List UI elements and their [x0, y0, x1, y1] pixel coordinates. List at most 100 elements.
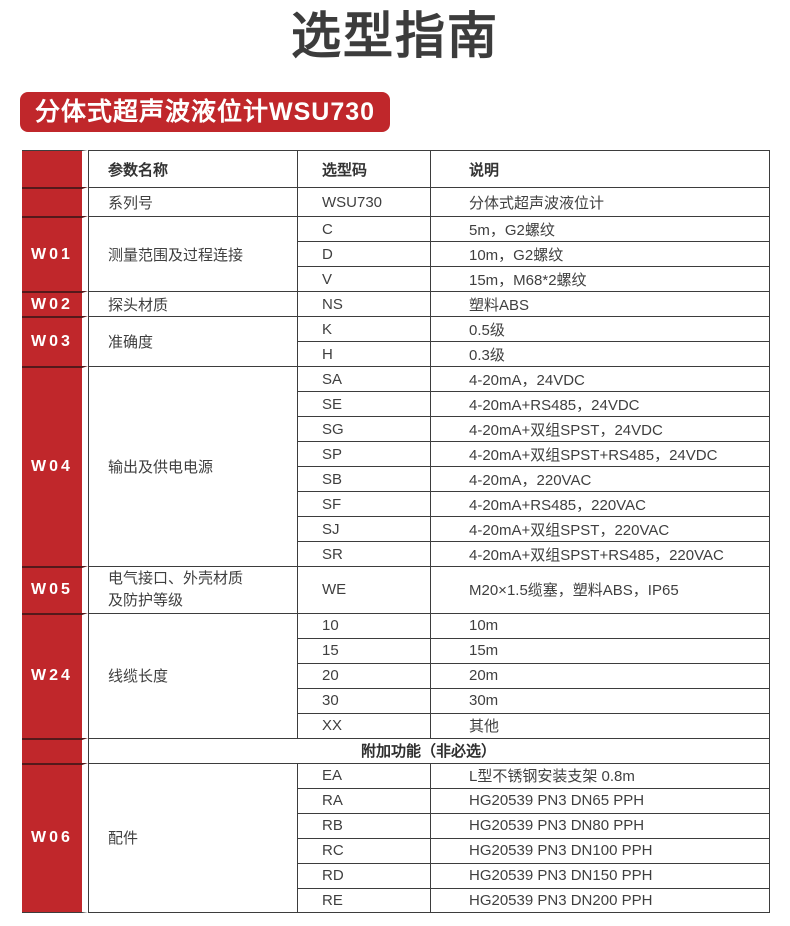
option-code-cell: D — [297, 241, 430, 266]
param-name-cell: 电气接口、外壳材质 及防护等级 — [88, 566, 297, 613]
group-code-cell: W06 — [22, 762, 88, 913]
option-code-cell: EA — [297, 762, 430, 788]
option-desc-cell: 0.5级 — [430, 316, 770, 341]
option-code-cell: 30 — [297, 687, 430, 713]
option-code-cell: RC — [297, 837, 430, 863]
param-name-cell: 测量范围及过程连接 — [88, 216, 297, 291]
table-header-row: 参数名称 选型码 说明 — [22, 150, 770, 187]
option-desc-cell: 10m — [430, 612, 770, 638]
option-code-cell: SG — [297, 416, 430, 441]
table-row: RD HG20539 PN3 DN150 PPH — [22, 862, 770, 888]
param-name-cell: 准确度 — [88, 316, 297, 366]
option-code-cell: 15 — [297, 637, 430, 663]
param-name-cell: 线缆长度 — [88, 612, 297, 738]
table-row: D 10m，G2螺纹 — [22, 241, 770, 266]
table-row: SJ 4-20mA+双组SPST，220VAC — [22, 516, 770, 541]
table-row: SE 4-20mA+RS485，24VDC — [22, 391, 770, 416]
group-code-cell — [22, 737, 88, 763]
page-title: 选型指南 — [291, 8, 499, 64]
table-row: SG 4-20mA+双组SPST，24VDC — [22, 416, 770, 441]
param-name-cell: 探头材质 — [88, 291, 297, 316]
table-row: W06 配件 EA L型不锈钢安装支架 0.8m — [22, 762, 770, 913]
table-row: RB HG20539 PN3 DN80 PPH — [22, 812, 770, 838]
table-row: 20 20m — [22, 662, 770, 688]
option-code-cell: WE — [297, 566, 430, 613]
option-code-cell: SR — [297, 541, 430, 566]
table-row: SP 4-20mA+双组SPST+RS485，24VDC — [22, 441, 770, 466]
option-desc-cell: L型不锈钢安装支架 0.8m — [430, 762, 770, 788]
option-code-cell: RA — [297, 787, 430, 813]
option-code-cell: RE — [297, 887, 430, 913]
option-desc-cell: 4-20mA+双组SPST，220VAC — [430, 516, 770, 541]
option-code-cell: RB — [297, 812, 430, 838]
table-row: RA HG20539 PN3 DN65 PPH — [22, 787, 770, 813]
addon-section-row: 附加功能（非必选） — [22, 737, 770, 763]
option-code-cell: C — [297, 216, 430, 241]
group-code-cell: W04 — [22, 366, 88, 566]
param-name-cell: 输出及供电电源 — [88, 366, 297, 566]
option-desc-cell: 20m — [430, 662, 770, 688]
banner-row: 分体式超声波液位计WSU730 — [0, 66, 790, 132]
option-desc-cell: HG20539 PN3 DN80 PPH — [430, 812, 770, 838]
option-code-cell: V — [297, 266, 430, 291]
column-header-param: 参数名称 — [88, 150, 297, 187]
table-row: V 15m，M68*2螺纹 — [22, 266, 770, 291]
option-code-cell: SJ — [297, 516, 430, 541]
option-desc-cell: 0.3级 — [430, 341, 770, 366]
option-code-cell: H — [297, 341, 430, 366]
option-code-cell: NS — [297, 291, 430, 316]
table-row: W02 探头材质 NS 塑料ABS — [22, 291, 770, 316]
addon-section-label: 附加功能（非必选） — [88, 737, 770, 763]
option-desc-cell: 5m，G2螺纹 — [430, 216, 770, 241]
option-desc-cell: HG20539 PN3 DN150 PPH — [430, 862, 770, 888]
table-row: SR 4-20mA+双组SPST+RS485，220VAC — [22, 541, 770, 566]
param-name-cell: 配件 — [88, 762, 297, 913]
option-desc-cell: 4-20mA+RS485，24VDC — [430, 391, 770, 416]
table-row: RC HG20539 PN3 DN100 PPH — [22, 837, 770, 863]
option-desc-cell: HG20539 PN3 DN200 PPH — [430, 887, 770, 913]
option-code-cell: SB — [297, 466, 430, 491]
table-row: H 0.3级 — [22, 341, 770, 366]
option-code-cell: 20 — [297, 662, 430, 688]
param-name-cell: 系列号 — [88, 187, 297, 216]
model-banner: 分体式超声波液位计WSU730 — [20, 92, 391, 132]
group-code-cell: W02 — [22, 291, 88, 316]
option-code-cell: K — [297, 316, 430, 341]
option-desc-cell: 塑料ABS — [430, 291, 770, 316]
table-row: W24 线缆长度 10 10m — [22, 612, 770, 738]
option-desc-cell: 10m，G2螺纹 — [430, 241, 770, 266]
option-desc-cell: M20×1.5缆塞，塑料ABS，IP65 — [430, 566, 770, 613]
option-desc-cell: 其他 — [430, 712, 770, 738]
option-desc-cell: 4-20mA，220VAC — [430, 466, 770, 491]
option-desc-cell: 分体式超声波液位计 — [430, 187, 770, 216]
table-row: RE HG20539 PN3 DN200 PPH — [22, 887, 770, 913]
group-code-cell — [22, 187, 88, 216]
option-desc-cell: 4-20mA+双组SPST+RS485，24VDC — [430, 441, 770, 466]
option-code-cell: SF — [297, 491, 430, 516]
option-desc-cell: HG20539 PN3 DN100 PPH — [430, 837, 770, 863]
option-code-cell: RD — [297, 862, 430, 888]
table-row: W03 准确度 K 0.5级 — [22, 316, 770, 366]
table-row: XX 其他 — [22, 712, 770, 738]
table-row: 30 30m — [22, 687, 770, 713]
table-row: 15 15m — [22, 637, 770, 663]
option-code-cell: SA — [297, 366, 430, 391]
group-code-cell: W01 — [22, 216, 88, 291]
option-code-cell: WSU730 — [297, 187, 430, 216]
table-row: SF 4-20mA+RS485，220VAC — [22, 491, 770, 516]
option-code-cell: 10 — [297, 612, 430, 638]
group-code-cell: W05 — [22, 566, 88, 613]
table-row: W05 电气接口、外壳材质 及防护等级 WE M20×1.5缆塞，塑料ABS，I… — [22, 566, 770, 613]
option-desc-cell: 4-20mA，24VDC — [430, 366, 770, 391]
option-code-cell: SP — [297, 441, 430, 466]
column-header-desc: 说明 — [430, 150, 770, 187]
column-header-code: 选型码 — [297, 150, 430, 187]
table-row: W01 测量范围及过程连接 C 5m，G2螺纹 — [22, 216, 770, 291]
option-desc-cell: 4-20mA+双组SPST，24VDC — [430, 416, 770, 441]
group-code-cell: W03 — [22, 316, 88, 366]
option-code-cell: SE — [297, 391, 430, 416]
selection-table: 参数名称 选型码 说明 系列号 WSU730 分体式超声波液位计 W01 测量范… — [22, 150, 770, 913]
option-desc-cell: HG20539 PN3 DN65 PPH — [430, 787, 770, 813]
group-code-cell: W24 — [22, 612, 88, 738]
option-desc-cell: 15m，M68*2螺纹 — [430, 266, 770, 291]
